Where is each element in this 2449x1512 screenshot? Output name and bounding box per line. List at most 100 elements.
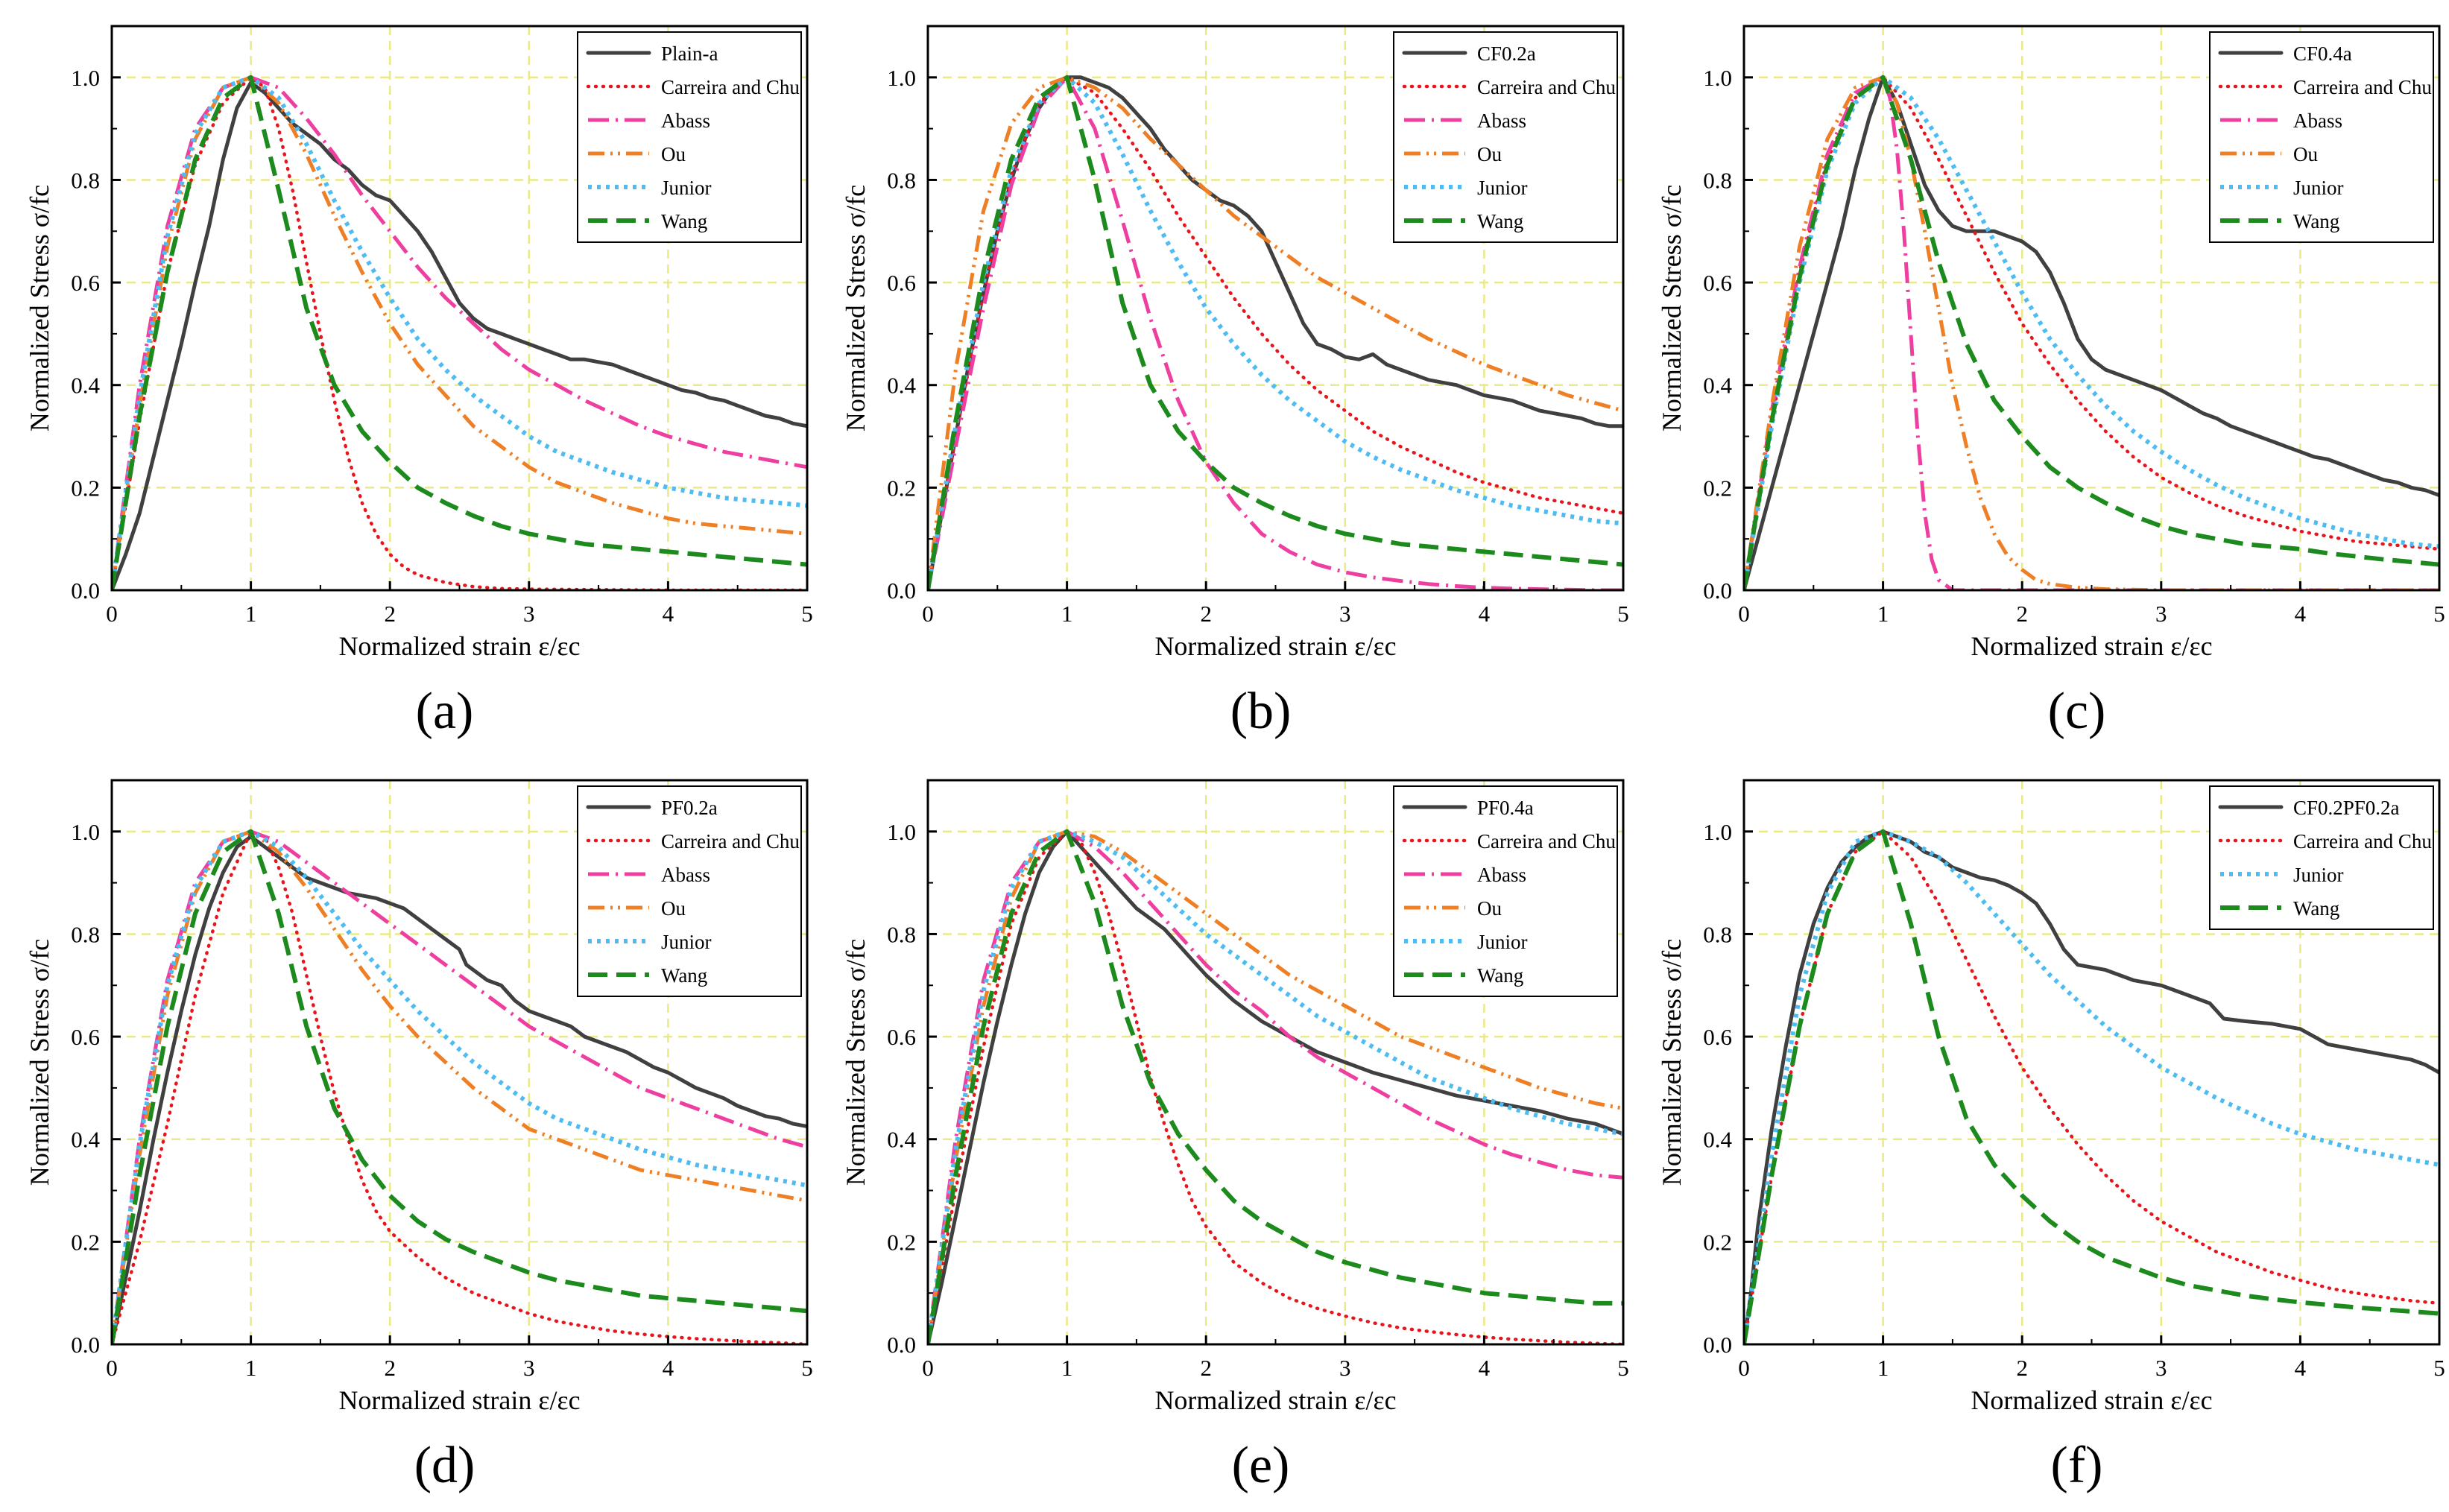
y-tick-label: 0.2 — [71, 475, 100, 501]
x-tick-label: 2 — [2016, 1355, 2028, 1381]
legend: PF0.2a Carreira and Chu Abass Ou Junior Wang — [577, 785, 802, 997]
legend-label: Abass — [661, 864, 710, 886]
legend-box — [1393, 31, 1618, 243]
legend-box — [1393, 785, 1618, 997]
y-tick-label: 0.2 — [887, 1229, 916, 1255]
x-tick-label: 0 — [922, 601, 934, 627]
panel-label: (b) — [1230, 683, 1292, 740]
panel-label: (f) — [2051, 1437, 2103, 1494]
x-tick-label: 2 — [384, 1355, 396, 1381]
y-tick-label: 0.6 — [1703, 270, 1732, 296]
y-tick-label: 0.6 — [71, 1024, 100, 1050]
series-line-wang — [112, 75, 807, 590]
series-line-abass — [928, 75, 1623, 590]
legend-label: Carreira and Chu — [2293, 830, 2432, 853]
series-line-ou — [1744, 75, 2439, 590]
series-line-carreira — [112, 75, 807, 590]
y-tick-label: 0.0 — [887, 578, 916, 604]
y-axis-label: Normalized Stress σ/fc — [25, 939, 54, 1186]
legend-label: Plain-a — [661, 42, 718, 65]
y-tick-label: 0.4 — [71, 373, 100, 399]
series-line-abass — [928, 829, 1623, 1344]
legend-label: Wang — [2293, 210, 2339, 233]
series-line-carreira — [1744, 829, 2439, 1344]
legend-label: Ou — [661, 143, 686, 165]
y-tick-label: 1.0 — [71, 65, 100, 91]
legend-label: Abass — [1477, 110, 1526, 132]
x-tick-label: 1 — [245, 601, 257, 627]
x-tick-label: 1 — [1877, 601, 1889, 627]
chart-svg: 0 1 2 3 4 5 0.0 0.2 0.4 0.6 0.8 1.0 Normalized strai… — [1657, 25, 2445, 740]
x-tick-label: 5 — [1617, 601, 1629, 627]
y-tick-label: 0.4 — [71, 1127, 100, 1153]
y-tick-label: 0.4 — [1703, 1127, 1732, 1153]
series-line-wang — [928, 75, 1623, 590]
series-line-carreira — [928, 75, 1623, 590]
legend-label: Wang — [661, 210, 707, 233]
legend-label: Ou — [1477, 897, 1502, 920]
legend-label: CF0.2PF0.2a — [2293, 797, 2400, 819]
series-line-wang — [1744, 829, 2439, 1344]
chart-panel-c: 0 1 2 3 4 5 0.0 0.2 0.4 0.6 0.8 1.0 Normalized strai… — [1632, 0, 2448, 754]
x-tick-label: 4 — [663, 601, 674, 627]
panel-label: (a) — [416, 683, 474, 740]
y-tick-label: 0.2 — [1703, 475, 1732, 501]
legend-label: Junior — [2293, 177, 2344, 199]
y-axis-label: Normalized Stress σ/fc — [25, 185, 54, 431]
y-axis-label: Normalized Stress σ/fc — [841, 185, 870, 431]
y-tick-label: 0.0 — [1703, 1332, 1732, 1358]
legend-label: PF0.4a — [1477, 797, 1534, 819]
panel-label: (c) — [2048, 683, 2106, 740]
legend: CF0.4a Carreira and Chu Abass Ou Junior Wang — [2209, 31, 2434, 243]
legend-label: Junior — [661, 931, 712, 953]
chart-panel-d: 0 1 2 3 4 5 0.0 0.2 0.4 0.6 0.8 1.0 Normalized strai… — [0, 754, 816, 1508]
x-tick-label: 3 — [2155, 601, 2167, 627]
x-axis-label: Normalized strain ε/εc — [338, 631, 580, 661]
y-tick-label: 0.2 — [1703, 1229, 1732, 1255]
series-line-abass — [1744, 75, 2439, 590]
series-line-ou — [928, 75, 1623, 590]
series-line-carreira — [1744, 75, 2439, 590]
legend: PF0.4a Carreira and Chu Abass Ou Junior Wang — [1393, 785, 1618, 997]
series-line-measured — [112, 835, 807, 1344]
y-tick-label: 0.8 — [887, 921, 916, 947]
x-tick-label: 5 — [801, 601, 813, 627]
legend-label: Ou — [1477, 143, 1502, 165]
legend-label: Wang — [661, 964, 707, 987]
y-tick-label: 0.8 — [887, 167, 916, 193]
series-line-measured — [1744, 75, 2439, 590]
legend: Plain-a Carreira and Chu Abass Ou Junior Wang — [577, 31, 802, 243]
x-axis-label: Normalized strain ε/εc — [338, 1385, 580, 1415]
y-tick-label: 0.4 — [887, 373, 916, 399]
x-tick-label: 0 — [106, 1355, 118, 1381]
series-line-wang — [928, 829, 1623, 1344]
legend-label: Junior — [661, 177, 712, 199]
series-line-measured — [928, 829, 1623, 1344]
series-line-junior — [112, 75, 807, 590]
legend-label: CF0.2a — [1477, 42, 1536, 65]
x-tick-label: 4 — [2295, 1355, 2307, 1381]
legend: CF0.2PF0.2a Carreira and Chu Junior Wang — [2209, 785, 2434, 930]
x-tick-label: 0 — [106, 601, 118, 627]
x-tick-label: 2 — [1200, 601, 1212, 627]
legend-label: Junior — [1477, 177, 1528, 199]
legend-label: Carreira and Chu — [2293, 76, 2432, 98]
x-axis-label: Normalized strain ε/εc — [1154, 1385, 1396, 1415]
x-tick-label: 0 — [1738, 601, 1750, 627]
x-axis-label: Normalized strain ε/εc — [1971, 1385, 2212, 1415]
series-line-ou — [112, 75, 807, 590]
legend-label: PF0.2a — [661, 797, 718, 819]
series-line-abass — [112, 829, 807, 1344]
x-axis-label: Normalized strain ε/εc — [1971, 631, 2212, 661]
x-tick-label: 4 — [663, 1355, 674, 1381]
y-tick-label: 0.8 — [71, 167, 100, 193]
chart-panel-e: 0 1 2 3 4 5 0.0 0.2 0.4 0.6 0.8 1.0 Normalized strai… — [816, 754, 1632, 1508]
legend-label: Carreira and Chu — [1477, 76, 1616, 98]
legend-label: Ou — [661, 897, 686, 920]
chart-svg: 0 1 2 3 4 5 0.0 0.2 0.4 0.6 0.8 1.0 Normalized strai… — [25, 779, 813, 1494]
legend-label: Wang — [1477, 210, 1523, 233]
y-tick-label: 1.0 — [887, 65, 916, 91]
legend-label: Abass — [1477, 864, 1526, 886]
legend-box — [577, 785, 802, 997]
chart-svg: 0 1 2 3 4 5 0.0 0.2 0.4 0.6 0.8 1.0 Normalized strai… — [841, 25, 1629, 740]
